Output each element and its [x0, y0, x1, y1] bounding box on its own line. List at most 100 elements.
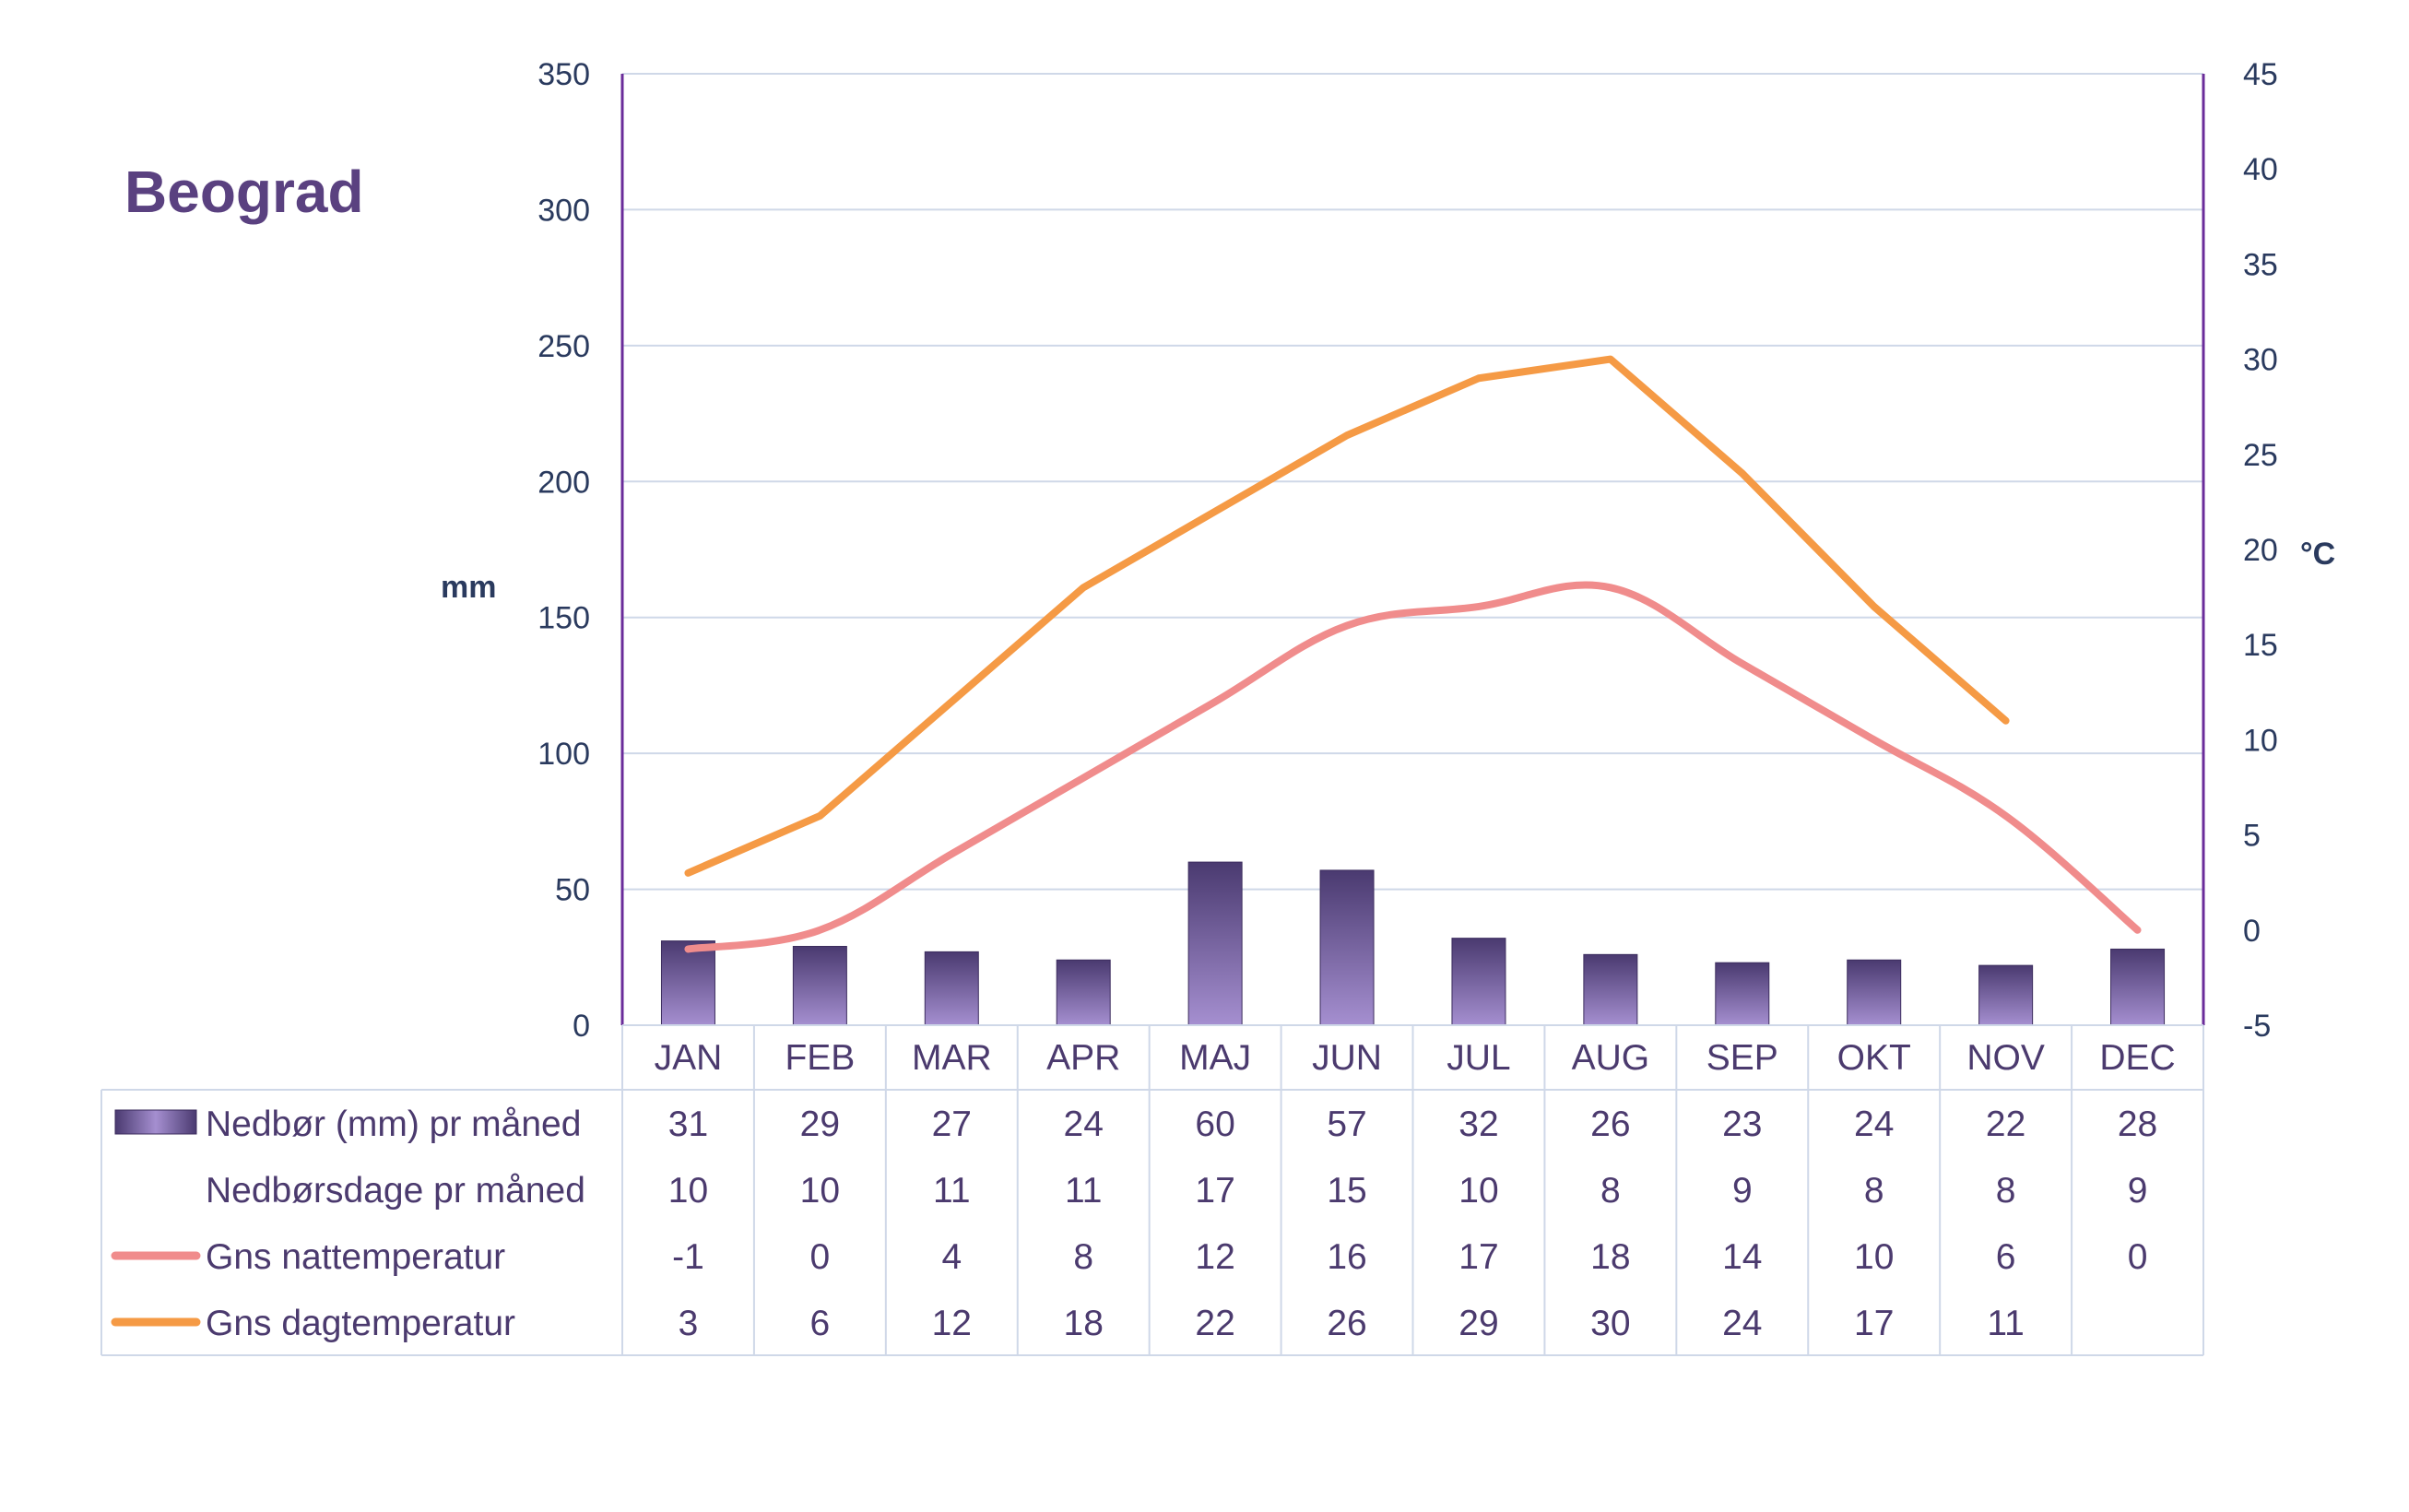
table-cell: 24 — [1722, 1304, 1762, 1343]
chart-title: Beograd — [124, 159, 364, 225]
precipitation-bar — [2110, 948, 2166, 1026]
left-tick-label: 0 — [573, 1009, 590, 1044]
month-label: APR — [1046, 1038, 1120, 1078]
month-label: NOV — [1966, 1038, 2045, 1078]
table-cell: 29 — [800, 1104, 840, 1144]
table-cell: 0 — [810, 1237, 831, 1277]
month-label: JUL — [1447, 1038, 1510, 1078]
table-cell: 6 — [810, 1304, 831, 1343]
table-cell: 10 — [1458, 1171, 1498, 1211]
data-table: JAN FEB MAR APR MAJ JUN JUL AUG SEP OKT NOV DEC Nedb… — [100, 1024, 2204, 1356]
right-axis-ticks: -5 0 5 10 15 20 25 30 35 40 45 — [2243, 57, 2278, 1044]
table-cell: 11 — [933, 1171, 971, 1211]
table-cell: 57 — [1327, 1104, 1366, 1144]
precipitation-bar — [1319, 869, 1375, 1026]
night-temperature-line — [684, 581, 2142, 953]
table-cell: 17 — [1195, 1171, 1234, 1211]
left-tick-label: 50 — [555, 873, 590, 908]
table-cell: 10 — [668, 1171, 708, 1211]
table-cell: 9 — [1732, 1171, 1753, 1211]
precipitation-bar — [660, 940, 715, 1026]
table-cell: 3 — [679, 1304, 699, 1343]
table-cell: 11 — [1065, 1171, 1103, 1211]
right-tick-label: 5 — [2243, 819, 2261, 854]
month-label: JUN — [1312, 1038, 1382, 1078]
axes — [620, 74, 2205, 1025]
precipitation-bar — [1978, 964, 2034, 1026]
table-cell: 26 — [1327, 1304, 1366, 1343]
right-tick-label: 20 — [2243, 533, 2278, 568]
table-cell: 24 — [1064, 1104, 1104, 1144]
table-cell: 4 — [941, 1237, 962, 1277]
month-label: OKT — [1837, 1038, 1911, 1078]
table-cell: 23 — [1722, 1104, 1762, 1144]
precipitation-bar — [1715, 962, 1770, 1026]
right-tick-label: 25 — [2243, 438, 2278, 473]
table-cell: 17 — [1458, 1237, 1498, 1277]
right-tick-label: -5 — [2243, 1009, 2271, 1044]
table-cell: -1 — [672, 1237, 704, 1277]
precipitation-bar — [924, 951, 979, 1026]
table-cell: 18 — [1064, 1304, 1104, 1343]
right-tick-label: 15 — [2243, 628, 2278, 663]
month-label: MAR — [912, 1038, 992, 1078]
gridlines — [622, 73, 2203, 891]
left-tick-label: 350 — [537, 57, 590, 92]
month-label: FEB — [785, 1038, 855, 1078]
precipitation-bars — [660, 861, 2166, 1026]
table-cell: 18 — [1590, 1237, 1630, 1277]
precipitation-bar — [792, 945, 847, 1026]
table-cell: 8 — [1996, 1171, 2016, 1211]
left-tick-label: 200 — [537, 465, 590, 500]
row-label: Nedbør (mm) pr måned — [206, 1104, 581, 1144]
right-tick-label: 40 — [2243, 152, 2278, 187]
right-tick-label: 45 — [2243, 57, 2278, 92]
table-cell: 22 — [1195, 1304, 1234, 1343]
table-cell: 29 — [1458, 1304, 1498, 1343]
table-cell: 27 — [932, 1104, 972, 1144]
row-label: Nedbørsdage pr måned — [206, 1171, 585, 1211]
table-cell: 28 — [2118, 1104, 2157, 1144]
left-axis-label: mm — [441, 570, 496, 605]
table-cell: 0 — [2128, 1237, 2148, 1277]
table-cell: 12 — [932, 1304, 972, 1343]
temperature-lines — [684, 355, 2142, 953]
right-axis-label: °C — [2300, 537, 2335, 572]
table-cell: 11 — [1987, 1304, 2025, 1343]
precipitation-bar — [1187, 861, 1243, 1026]
table-cell: 12 — [1195, 1237, 1234, 1277]
legend-key-precipitation — [114, 1109, 197, 1135]
day-temperature-line — [684, 355, 2010, 877]
table-cell: 17 — [1854, 1304, 1894, 1343]
table-cell: 32 — [1458, 1104, 1498, 1144]
right-tick-label: 35 — [2243, 247, 2278, 282]
month-label: DEC — [2099, 1038, 2175, 1078]
precipitation-bar — [1583, 953, 1638, 1026]
right-tick-label: 30 — [2243, 343, 2278, 378]
month-label: MAJ — [1179, 1038, 1251, 1078]
table-cell: 24 — [1854, 1104, 1894, 1144]
table-cell: 8 — [1864, 1171, 1884, 1211]
table-cell: 9 — [2128, 1171, 2148, 1211]
table-cell: 16 — [1327, 1237, 1366, 1277]
month-label: JAN — [655, 1038, 723, 1078]
table-cell: 14 — [1722, 1237, 1762, 1277]
table-cell: 8 — [1600, 1171, 1621, 1211]
precipitation-bar — [1847, 959, 1902, 1026]
left-axis-ticks: 0 50 100 150 200 250 300 350 — [537, 57, 590, 1044]
left-tick-label: 150 — [537, 601, 590, 636]
month-label: SEP — [1706, 1038, 1778, 1078]
precipitation-bar — [1056, 959, 1111, 1026]
table-cell: 30 — [1590, 1304, 1630, 1343]
table-cell: 60 — [1195, 1104, 1234, 1144]
right-tick-label: 0 — [2243, 914, 2261, 949]
table-cell: 10 — [1854, 1237, 1894, 1277]
table-cell: 26 — [1590, 1104, 1630, 1144]
table-cell: 15 — [1327, 1171, 1366, 1211]
table-cell: 10 — [800, 1171, 840, 1211]
right-tick-label: 10 — [2243, 723, 2278, 758]
table-cell: 22 — [1986, 1104, 2025, 1144]
left-tick-label: 300 — [537, 193, 590, 228]
table-cell: 8 — [1073, 1237, 1093, 1277]
